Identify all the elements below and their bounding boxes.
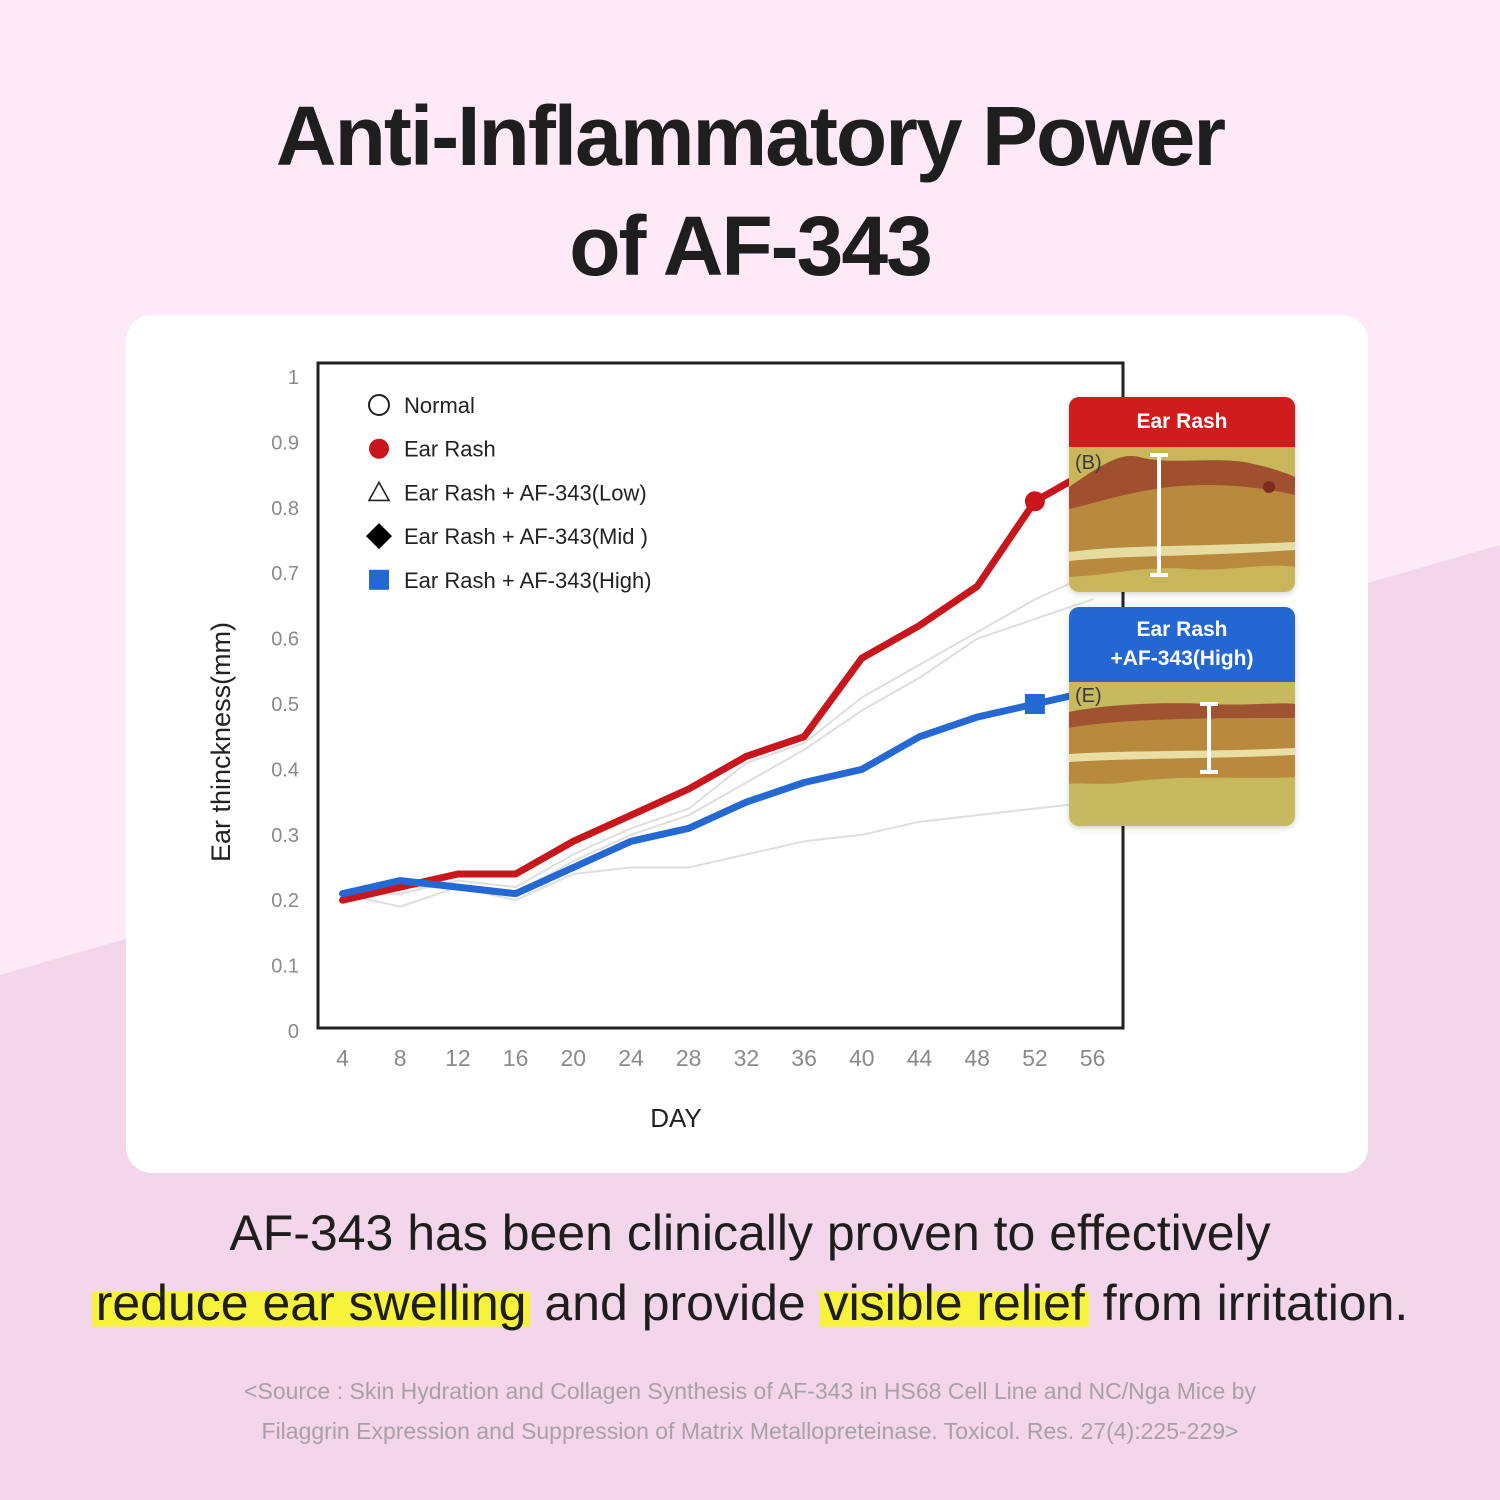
y-tick-label: 0.4: [271, 759, 299, 781]
legend-marker-filled-circle-icon: [369, 438, 389, 459]
series-layer: [339, 465, 1097, 908]
y-tick-label: 0: [288, 1021, 299, 1043]
legend-marker-open-triangle-icon: [367, 480, 391, 502]
thickness-bracket: [1150, 453, 1168, 577]
legend-label: Ear Rash + AF-343(Mid ): [404, 524, 648, 549]
x-tick-label: 28: [676, 1045, 702, 1071]
y-tick-label: 0.5: [271, 694, 299, 716]
series-line-ear-rash-af-343-low: [341, 572, 1094, 895]
x-tick-labels: 4 8 12 16 20 24 28 32 36 40 44 48 52 56: [336, 1045, 1105, 1071]
x-tick-label: 40: [849, 1045, 875, 1071]
legend: Normal Ear Rash Ear Rash + AF-343(Low) Ear …: [366, 393, 652, 593]
x-tick-label: 8: [394, 1045, 407, 1071]
series-line-ear-rash: [339, 465, 1097, 904]
af343-high-inset-title: Ear Rash +AF-343(High): [1069, 607, 1295, 682]
af343-high-inset-title-line-1: Ear Rash: [1136, 618, 1228, 641]
source-line-2: Filaggrin Expression and Suppression of …: [261, 1418, 1239, 1444]
x-tick-label: 24: [618, 1045, 644, 1071]
highlight-visible-relief: visible relief: [819, 1275, 1089, 1331]
x-tick-label: 20: [561, 1045, 587, 1071]
af343-high-day52-marker: [1024, 694, 1045, 714]
y-tick-labels: 0 0.1 0.2 0.3 0.4 0.5 0.6 0.7 0.8 0.9 1: [271, 367, 299, 1043]
claim-line-2-end: from irritation.: [1088, 1275, 1409, 1331]
y-tick-label: 0.8: [271, 498, 299, 520]
ear-rash-day52-marker: [1024, 491, 1045, 512]
y-tick-label: 0.2: [271, 890, 299, 912]
claim-line-2-mid: and provide: [530, 1275, 820, 1331]
y-tick-label: 1: [288, 367, 299, 389]
series-line-ear-rash-af-343-high: [339, 687, 1097, 898]
legend-marker-filled-square-icon: [369, 569, 389, 590]
series-line-ear-rash-af-343-mid: [341, 598, 1094, 895]
source-line-1: <Source : Skin Hydration and Collagen Sy…: [244, 1378, 1256, 1404]
x-tick-label: 52: [1022, 1045, 1048, 1071]
legend-label: Ear Rash: [404, 437, 496, 462]
y-tick-label: 0.3: [271, 825, 299, 847]
legend-label: Normal: [404, 393, 475, 418]
ear-rash-tissue-image: (B): [1069, 447, 1295, 592]
plot-frame: [316, 361, 1125, 1030]
page-title-line-1: Anti-Inflammatory Power: [275, 89, 1226, 183]
af343-high-inset-title-line-2: +AF-343(High): [1110, 647, 1254, 670]
y-tick-label: 0.6: [271, 629, 299, 651]
x-tick-label: 48: [964, 1045, 990, 1071]
claim-line-2: reduce ear swelling and provide visible …: [0, 1274, 1500, 1332]
legend-label: Ear Rash + AF-343(Low): [404, 480, 647, 505]
y-tick-label: 0.9: [271, 432, 299, 454]
x-tick-label: 12: [445, 1045, 471, 1071]
ear-rash-inset-title: Ear Rash: [1069, 397, 1295, 447]
claim-line-1: AF-343 has been clinically proven to eff…: [229, 1205, 1271, 1261]
x-axis-label: DAY: [650, 1103, 702, 1133]
legend-marker-filled-diamond-icon: [366, 523, 392, 550]
y-tick-label: 0.1: [271, 956, 299, 978]
x-tick-label: 4: [336, 1045, 349, 1071]
ear-rash-inset: Ear Rash (B): [1069, 397, 1295, 592]
x-tick-label: 16: [503, 1045, 529, 1071]
legend-label: Ear Rash + AF-343(High): [404, 568, 652, 593]
highlight-reduce-swelling: reduce ear swelling: [91, 1275, 531, 1331]
thickness-bracket: [1200, 702, 1218, 774]
page-title-line-2: of AF-343: [569, 199, 933, 293]
ear-rash-panel-label: (B): [1075, 452, 1102, 474]
legend-marker-open-circle-icon: [368, 394, 390, 416]
x-tick-label: 44: [907, 1045, 933, 1071]
af343-high-panel-label: (E): [1075, 685, 1102, 707]
y-axis-label: Ear thinckness(mm): [206, 622, 236, 862]
x-tick-label: 32: [734, 1045, 760, 1071]
y-tick-label: 0.7: [271, 563, 299, 585]
af343-high-tissue-image: (E): [1069, 682, 1295, 826]
x-tick-label: 56: [1080, 1045, 1106, 1071]
af343-high-inset: Ear Rash +AF-343(High) (E): [1069, 607, 1295, 826]
x-tick-label: 36: [791, 1045, 817, 1071]
